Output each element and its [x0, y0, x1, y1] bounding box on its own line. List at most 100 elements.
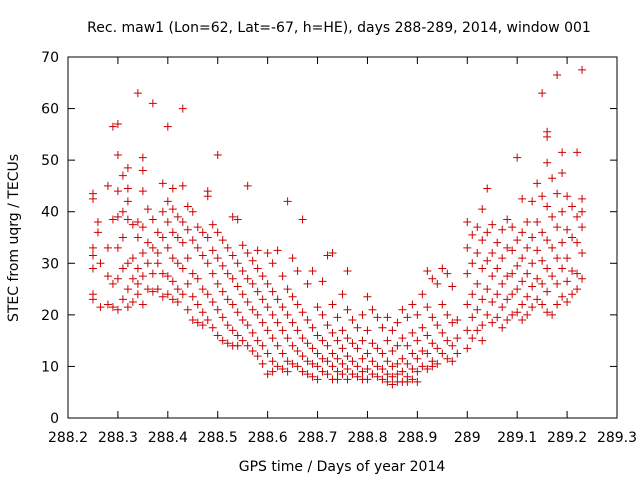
data-point	[258, 295, 267, 304]
data-point	[343, 375, 352, 384]
data-point	[368, 370, 377, 379]
data-point	[183, 225, 192, 234]
data-point	[568, 202, 577, 211]
data-point	[168, 277, 177, 286]
data-point	[278, 326, 287, 335]
data-point	[238, 241, 247, 250]
data-point	[343, 352, 352, 361]
data-point	[363, 349, 372, 358]
data-point	[183, 279, 192, 288]
data-point	[538, 192, 547, 201]
data-point	[263, 326, 272, 335]
data-point	[268, 334, 277, 343]
data-point	[96, 303, 105, 312]
x-tick-label: 288.3	[98, 430, 138, 446]
data-point	[313, 375, 322, 384]
data-point	[213, 305, 222, 314]
data-point	[398, 354, 407, 363]
y-tick-label: 50	[41, 153, 59, 169]
plot-frame	[67, 56, 618, 419]
data-point	[528, 282, 537, 291]
data-point	[518, 194, 527, 203]
data-point	[88, 243, 97, 252]
data-point	[173, 285, 182, 294]
data-point	[323, 370, 332, 379]
data-point	[558, 238, 567, 247]
data-point	[328, 349, 337, 358]
data-point	[173, 297, 182, 306]
data-point	[158, 179, 167, 188]
data-point	[168, 184, 177, 193]
x-tick-label: 288.7	[297, 430, 337, 446]
data-point	[188, 316, 197, 325]
data-point	[413, 310, 422, 319]
x-tick-label: 289.1	[497, 430, 537, 446]
data-point	[503, 215, 512, 224]
data-point	[268, 367, 277, 376]
data-point	[473, 326, 482, 335]
data-point	[393, 318, 402, 327]
data-point	[163, 272, 172, 281]
data-point	[168, 205, 177, 214]
data-point	[108, 122, 117, 131]
data-point	[413, 367, 422, 376]
data-point	[273, 341, 282, 350]
data-point	[153, 228, 162, 237]
data-point	[433, 321, 442, 330]
data-point	[448, 357, 457, 366]
data-point	[513, 308, 522, 317]
data-point	[363, 326, 372, 335]
data-point	[483, 285, 492, 294]
data-point	[518, 228, 527, 237]
data-point	[553, 223, 562, 232]
data-point	[138, 187, 147, 196]
data-point	[523, 292, 532, 301]
data-point	[243, 181, 252, 190]
data-point	[263, 303, 272, 312]
data-point	[228, 212, 237, 221]
data-point	[163, 197, 172, 206]
data-point	[418, 362, 427, 371]
data-point	[298, 308, 307, 317]
data-point	[488, 248, 497, 257]
data-point	[518, 300, 527, 309]
data-point	[553, 71, 562, 80]
data-point	[308, 359, 317, 368]
data-point	[188, 236, 197, 245]
data-point	[113, 187, 122, 196]
y-tick-label: 10	[41, 359, 59, 375]
data-point	[278, 272, 287, 281]
data-point	[133, 218, 142, 227]
data-point	[268, 259, 277, 268]
data-point	[333, 375, 342, 384]
data-point	[543, 158, 552, 167]
data-point	[93, 218, 102, 227]
y-tick-label: 70	[41, 50, 59, 66]
data-point	[293, 326, 302, 335]
data-point	[133, 290, 142, 299]
data-point	[413, 336, 422, 345]
data-point	[128, 297, 137, 306]
data-point	[348, 357, 357, 366]
x-tick-label: 288.8	[347, 430, 387, 446]
data-point	[203, 233, 212, 242]
data-point	[288, 292, 297, 301]
x-tick-label: 288.2	[48, 430, 88, 446]
data-point	[413, 377, 422, 386]
data-point	[308, 323, 317, 332]
data-point	[288, 359, 297, 368]
data-point	[463, 326, 472, 335]
data-point	[503, 316, 512, 325]
data-point	[198, 228, 207, 237]
y-axis-ticks: 0 10 20 30 40 50 60 70	[41, 50, 617, 427]
data-point	[143, 238, 152, 247]
data-point	[198, 308, 207, 317]
data-point	[163, 290, 172, 299]
data-point	[503, 272, 512, 281]
x-tick-label: 288.5	[198, 430, 238, 446]
data-point	[488, 318, 497, 327]
data-point	[218, 336, 227, 345]
data-point	[383, 370, 392, 379]
data-point	[358, 310, 367, 319]
data-point	[538, 300, 547, 309]
